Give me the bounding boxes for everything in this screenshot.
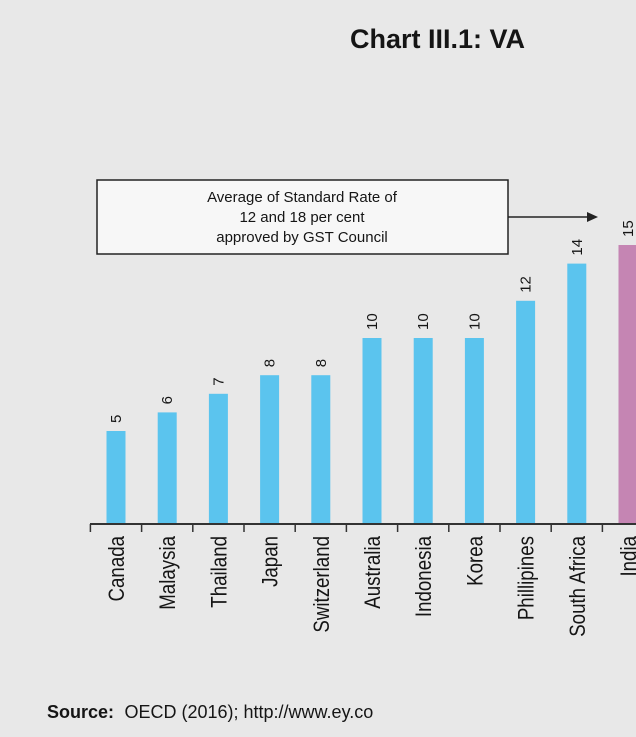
category-label-india: India [618, 535, 636, 576]
bar-india [618, 245, 636, 524]
bar-australia [362, 338, 382, 524]
category-label-canada: Canada [106, 535, 130, 601]
annotation-line-1: Average of Standard Rate of [207, 189, 398, 206]
value-label-thailand: 7 [210, 377, 227, 385]
bar-thailand [208, 393, 228, 524]
category-label-south-africa: South Africa [566, 535, 590, 636]
value-label-korea: 10 [466, 313, 483, 330]
bar-canada [106, 431, 126, 524]
value-label-switzerland: 8 [313, 359, 330, 367]
bar-malaysia [157, 412, 177, 524]
annotation-arrowhead [587, 212, 598, 222]
category-label-japan: Japan [259, 536, 283, 587]
annotation: Average of Standard Rate of 12 and 18 pe… [96, 179, 598, 255]
bar-indonesia [413, 338, 433, 524]
annotation-line-2: 12 and 18 per cent [239, 209, 365, 226]
bar-south-africa [567, 263, 587, 524]
category-label-phillipines: Phillipines [515, 536, 539, 620]
bar-switzerland [311, 375, 331, 524]
category-label-thailand: Thailand [208, 536, 232, 608]
category-label-korea: Korea [464, 535, 488, 585]
value-label-canada: 5 [108, 415, 125, 423]
value-label-australia: 10 [364, 313, 381, 330]
value-label-phillipines: 12 [518, 276, 535, 293]
value-label-india: 15 [620, 220, 636, 237]
annotation-box [96, 179, 509, 255]
source-text: OECD (2016); http://www.ey.co [124, 702, 373, 722]
source-note: Source: OECD (2016); http://www.ey.co [47, 702, 373, 722]
category-label-indonesia: Indonesia [413, 535, 437, 617]
source-label: Source: [47, 702, 114, 722]
category-label-switzerland: Switzerland [310, 536, 334, 633]
chart-title: Chart III.1: VA [350, 24, 525, 54]
category-label-malaysia: Malaysia [157, 535, 181, 609]
value-label-south-africa: 14 [569, 239, 586, 256]
annotation-line-3: approved by GST Council [216, 229, 387, 246]
bar-phillipines [516, 300, 536, 524]
category-label-australia: Australia [362, 535, 386, 608]
value-label-malaysia: 6 [159, 396, 176, 404]
bar-japan [260, 375, 280, 524]
value-label-indonesia: 10 [415, 313, 432, 330]
bar-korea [464, 338, 484, 524]
value-label-japan: 8 [262, 359, 279, 367]
